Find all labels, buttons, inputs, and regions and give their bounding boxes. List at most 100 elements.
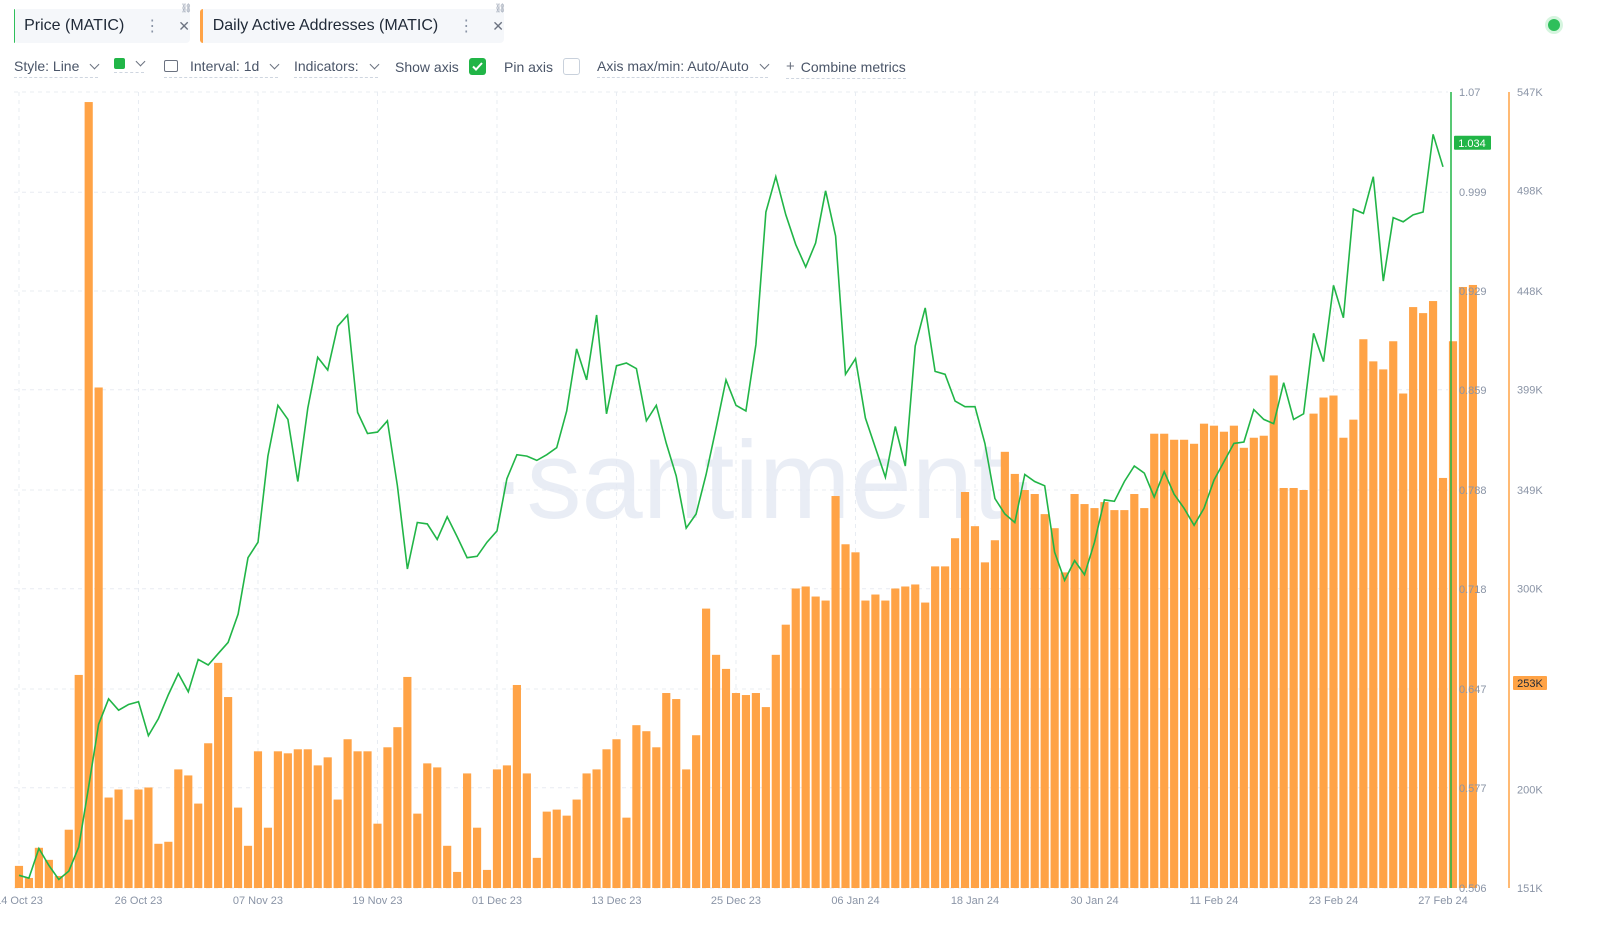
- link-icon[interactable]: ⛓: [180, 3, 192, 13]
- addresses-bar: [1170, 439, 1179, 888]
- x-tick-label: 30 Jan 24: [1070, 895, 1118, 907]
- addresses-bar: [333, 799, 342, 888]
- addresses-bar: [632, 725, 641, 888]
- addresses-bar: [104, 797, 113, 888]
- addresses-bar: [502, 765, 512, 888]
- show-axis-checkbox[interactable]: [468, 58, 486, 75]
- addresses-bar: [214, 662, 223, 888]
- addresses-bar: [990, 540, 999, 888]
- addresses-bar: [692, 735, 701, 888]
- addresses-bar: [1289, 487, 1298, 888]
- interval-dropdown[interactable]: Interval: 1d: [164, 58, 280, 78]
- addresses-bar: [960, 492, 970, 888]
- addresses-bar: [801, 586, 810, 888]
- addresses-bar: [831, 496, 840, 888]
- x-tick-label: 11 Feb 24: [1190, 895, 1239, 907]
- tab-daily-active-addresses[interactable]: Daily Active Addresses (MATIC) ⋮ ✕ ⛓: [200, 3, 506, 43]
- addresses-bar: [253, 751, 263, 888]
- more-options-icon[interactable]: ⋮: [144, 18, 161, 35]
- axis-maxmin-dropdown[interactable]: Axis max/min: Auto/Auto: [597, 58, 770, 78]
- addresses-bar: [702, 608, 711, 888]
- addresses-bar: [472, 827, 482, 888]
- addresses-bar: [1428, 301, 1438, 888]
- addresses-bar: [542, 811, 551, 888]
- addresses-bar: [1399, 393, 1408, 888]
- addresses-bar: [1229, 425, 1238, 888]
- addresses-bar: [1468, 284, 1477, 888]
- addresses-bar: [1180, 439, 1189, 888]
- addresses-bar: [164, 841, 173, 888]
- addresses-bar: [233, 807, 243, 888]
- tab-price[interactable]: Price (MATIC) ⋮ ✕ ⛓: [14, 3, 192, 43]
- addresses-bar: [662, 693, 671, 888]
- pin-axis-toggle[interactable]: Pin axis: [504, 58, 581, 75]
- addresses-tick-label: 300K: [1517, 583, 1543, 595]
- current-price-label: 1.034: [1458, 138, 1486, 150]
- addresses-bar: [1329, 395, 1338, 888]
- addresses-bar: [1219, 431, 1229, 888]
- addresses-tick-label: 498K: [1517, 185, 1543, 197]
- addresses-bar: [283, 753, 292, 888]
- addresses-bar: [54, 875, 63, 888]
- color-swatch-icon: [114, 58, 125, 69]
- addresses-bar: [1100, 502, 1109, 888]
- addresses-bar: [363, 751, 372, 888]
- price-tick-label: 0.999: [1459, 187, 1487, 199]
- addresses-bar: [134, 789, 143, 888]
- color-picker[interactable]: [114, 56, 146, 73]
- addresses-bar: [851, 552, 860, 888]
- show-axis-label: Show axis: [395, 58, 459, 75]
- price-tick-label: 0.577: [1459, 783, 1487, 795]
- close-icon[interactable]: ✕: [178, 17, 190, 34]
- addresses-bar: [711, 654, 721, 888]
- link-icon[interactable]: ⛓: [494, 3, 506, 13]
- addresses-bar: [921, 602, 930, 888]
- axis-maxmin-label: Axis max/min: Auto/Auto: [597, 58, 749, 74]
- price-tick-label: 1.07: [1459, 87, 1480, 99]
- pin-axis-checkbox[interactable]: [563, 58, 581, 75]
- live-status-indicator: [1548, 19, 1560, 31]
- more-options-icon[interactable]: ⋮: [458, 18, 475, 35]
- addresses-bar: [114, 789, 123, 888]
- addresses-bar: [1419, 313, 1428, 889]
- addresses-bar: [1389, 341, 1398, 888]
- x-tick-label: 27 Feb 24: [1418, 895, 1468, 907]
- style-label: Style: Line: [14, 58, 80, 74]
- style-dropdown[interactable]: Style: Line: [14, 58, 100, 78]
- addresses-bar: [1339, 437, 1348, 888]
- addresses-bar: [343, 739, 352, 888]
- addresses-bar: [313, 765, 322, 888]
- addresses-bar: [1359, 339, 1368, 888]
- addresses-bar: [970, 526, 980, 888]
- indicators-dropdown[interactable]: Indicators:: [294, 58, 380, 78]
- addresses-bar: [1090, 508, 1099, 888]
- addresses-bar: [1249, 437, 1258, 888]
- x-tick-label: 06 Jan 24: [831, 895, 879, 907]
- combine-metrics-button[interactable]: + Combine metrics: [786, 58, 906, 79]
- addresses-bar: [1140, 508, 1149, 888]
- addresses-bar: [224, 697, 233, 888]
- addresses-bar: [243, 845, 253, 888]
- current-addresses-label: 253K: [1517, 678, 1543, 690]
- interval-label: Interval: 1d: [190, 58, 260, 74]
- addresses-bar: [184, 775, 193, 888]
- addresses-bar: [980, 562, 990, 888]
- addresses-bar: [821, 600, 830, 888]
- addresses-bar: [94, 387, 103, 888]
- show-axis-toggle[interactable]: Show axis: [395, 58, 486, 75]
- x-tick-label: 25 Dec 23: [711, 895, 761, 907]
- addresses-bar: [1110, 510, 1119, 888]
- addresses-bar: [1160, 433, 1169, 888]
- addresses-bar: [263, 827, 273, 888]
- addresses-bar: [741, 695, 751, 888]
- price-tick-label: 0.859: [1459, 385, 1487, 397]
- addresses-bar: [273, 751, 282, 888]
- addresses-bar: [413, 813, 422, 888]
- addresses-bar: [492, 769, 502, 888]
- addresses-bar: [1379, 369, 1388, 889]
- addresses-bar: [84, 102, 93, 888]
- close-icon[interactable]: ✕: [492, 17, 504, 34]
- tab-label: Price (MATIC): [24, 17, 125, 34]
- series-color-marker: [200, 9, 203, 43]
